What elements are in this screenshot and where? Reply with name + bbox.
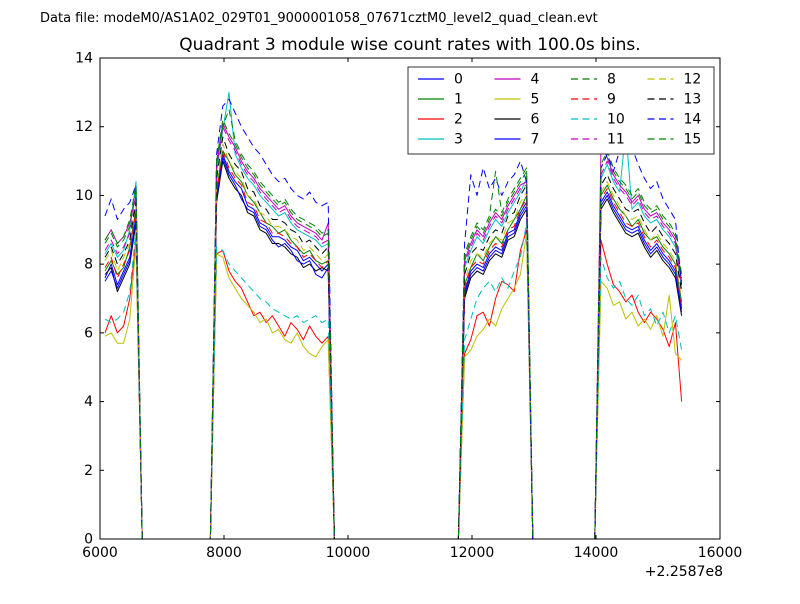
legend-item-3: 3 <box>418 132 463 148</box>
legend-item-8: 8 <box>571 72 616 88</box>
x-tick-label: 12000 <box>450 545 495 561</box>
series-line-4 <box>104 122 683 540</box>
legend-label: 9 <box>607 92 616 108</box>
legend-item-9: 9 <box>571 92 616 108</box>
legend-item-13: 13 <box>647 92 702 108</box>
legend-item-11: 11 <box>571 132 625 148</box>
data-file-label: Data file: modeM0/AS1A02_029T01_90000010… <box>40 11 598 26</box>
legend-item-0: 0 <box>418 72 463 88</box>
y-tick-label: 2 <box>84 463 93 479</box>
series-line-13 <box>104 136 683 540</box>
legend-item-12: 12 <box>647 72 702 88</box>
series-line-0 <box>104 153 683 540</box>
series-line-8 <box>104 119 683 540</box>
legend-label: 8 <box>607 72 616 88</box>
plot-border <box>99 57 721 540</box>
legend-label: 12 <box>684 72 702 88</box>
chart-title: Quadrant 3 module wise count rates with … <box>179 35 640 55</box>
legend-item-4: 4 <box>494 72 540 88</box>
legend-item-15: 15 <box>647 132 702 148</box>
series-line-7 <box>104 157 683 540</box>
legend-item-5: 5 <box>494 92 540 108</box>
series-line-1 <box>104 150 683 540</box>
series-line-11 <box>104 126 683 540</box>
series-line-15 <box>104 109 683 540</box>
series-line-3 <box>104 91 683 540</box>
y-tick-label: 14 <box>75 51 93 67</box>
x-tick-label: 16000 <box>698 545 743 561</box>
x-axis-offset-label: +2.2587e8 <box>645 564 723 580</box>
legend-item-7: 7 <box>494 132 540 148</box>
legend-label: 14 <box>684 112 702 128</box>
x-tick-label: 10000 <box>326 545 371 561</box>
legend-item-6: 6 <box>494 112 540 128</box>
y-tick-label: 4 <box>84 394 93 410</box>
legend-label: 15 <box>684 132 702 148</box>
x-tick-label: 14000 <box>574 545 619 561</box>
series-line-6 <box>104 160 683 540</box>
y-tick-label: 8 <box>84 257 93 273</box>
series-lines <box>104 91 683 540</box>
legend-item-14: 14 <box>647 112 702 128</box>
legend-item-2: 2 <box>418 112 463 128</box>
legend-label: 2 <box>454 112 463 128</box>
legend-label: 13 <box>684 92 702 108</box>
legend-label: 10 <box>607 112 625 128</box>
y-tick-label: 10 <box>75 188 93 204</box>
legend-label: 1 <box>454 92 463 108</box>
legend-label: 3 <box>454 132 463 148</box>
legend-label: 0 <box>454 72 463 88</box>
series-line-9 <box>104 150 683 540</box>
legend-label: 7 <box>531 132 540 148</box>
series-line-12 <box>104 143 683 540</box>
y-tick-label: 12 <box>75 119 93 135</box>
legend-label: 5 <box>531 92 540 108</box>
series-line-14 <box>104 98 683 540</box>
legend-label: 11 <box>607 132 625 148</box>
legend-label: 4 <box>531 72 540 88</box>
x-tick-label: 6000 <box>82 545 118 561</box>
legend-label: 6 <box>531 112 540 128</box>
legend-item-10: 10 <box>571 112 625 128</box>
y-tick-label: 0 <box>84 532 93 548</box>
y-tick-label: 6 <box>84 325 93 341</box>
legend-item-1: 1 <box>418 92 463 108</box>
x-tick-label: 8000 <box>206 545 242 561</box>
